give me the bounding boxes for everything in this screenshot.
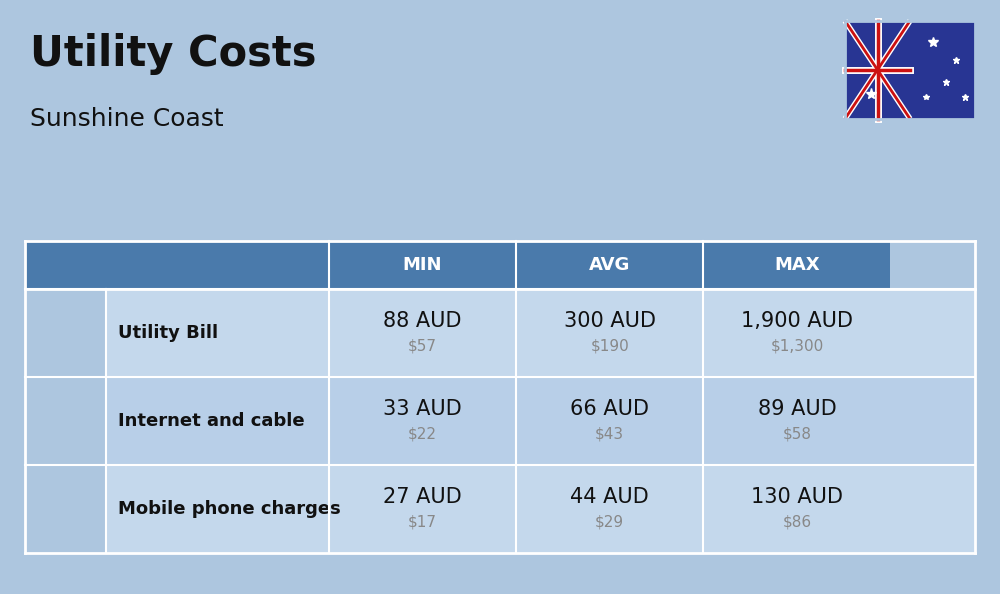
Text: 88 AUD: 88 AUD <box>383 311 462 331</box>
Text: 66 AUD: 66 AUD <box>570 399 649 419</box>
Bar <box>845 21 975 119</box>
Text: 33 AUD: 33 AUD <box>383 399 462 419</box>
Text: Mobile phone charges: Mobile phone charges <box>118 500 340 518</box>
Text: Utility Costs: Utility Costs <box>30 33 316 75</box>
Text: 130 AUD: 130 AUD <box>751 487 843 507</box>
Text: $29: $29 <box>595 514 624 530</box>
Text: MAX: MAX <box>774 256 820 274</box>
Bar <box>25 241 329 289</box>
Text: AVG: AVG <box>589 256 630 274</box>
Text: 300 AUD: 300 AUD <box>564 311 656 331</box>
Text: $57: $57 <box>408 339 437 354</box>
Bar <box>703 241 890 289</box>
Bar <box>516 241 703 289</box>
Text: Utility Bill: Utility Bill <box>118 324 218 342</box>
Text: 1,900 AUD: 1,900 AUD <box>741 311 853 331</box>
Bar <box>25 465 975 553</box>
Text: Sunshine Coast: Sunshine Coast <box>30 107 224 131</box>
Text: $17: $17 <box>408 514 437 530</box>
Text: $43: $43 <box>595 426 624 442</box>
Bar <box>25 377 106 465</box>
Bar <box>25 289 106 377</box>
Text: $86: $86 <box>782 514 811 530</box>
Text: MIN: MIN <box>403 256 442 274</box>
Text: 44 AUD: 44 AUD <box>570 487 649 507</box>
Text: Internet and cable: Internet and cable <box>118 412 304 430</box>
Bar <box>43 311 87 356</box>
Text: 89 AUD: 89 AUD <box>758 399 836 419</box>
Bar <box>25 465 106 553</box>
Text: 27 AUD: 27 AUD <box>383 487 462 507</box>
Text: $1,300: $1,300 <box>770 339 824 354</box>
Bar <box>845 21 975 119</box>
Text: $22: $22 <box>408 426 437 442</box>
Text: $190: $190 <box>590 339 629 354</box>
Bar <box>25 377 975 465</box>
Bar <box>25 289 975 377</box>
Text: $58: $58 <box>782 426 811 442</box>
Bar <box>329 241 516 289</box>
